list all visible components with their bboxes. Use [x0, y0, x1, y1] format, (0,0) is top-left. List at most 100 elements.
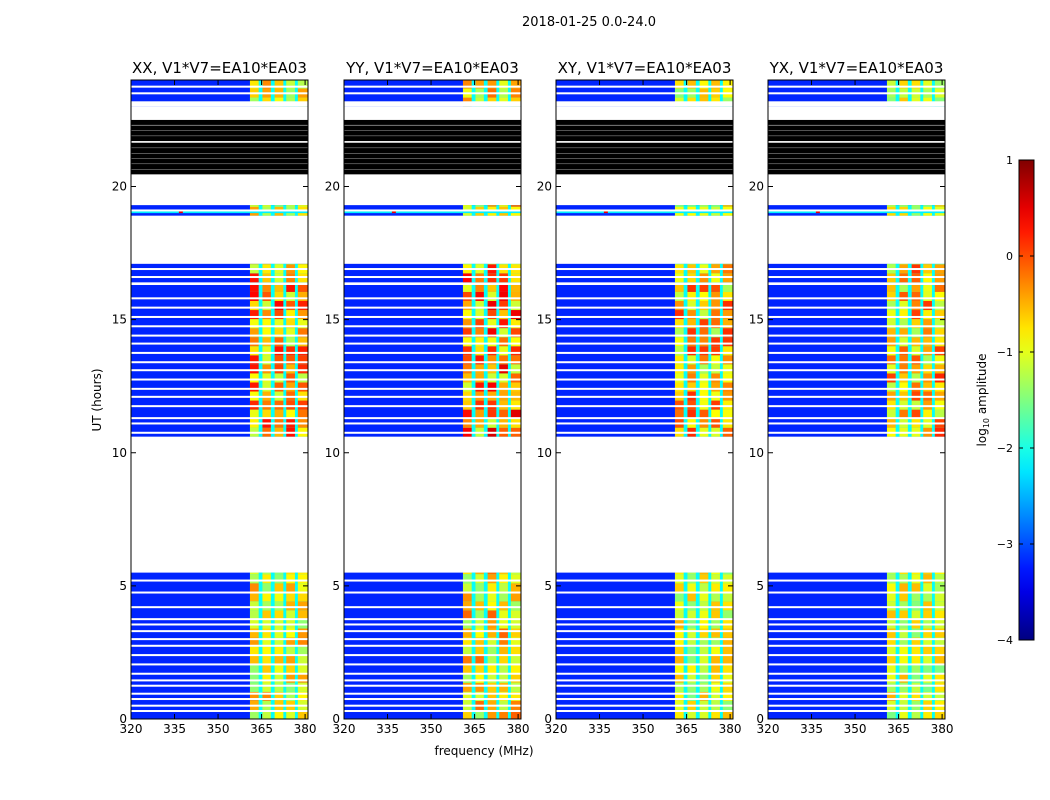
rfi-tile: [711, 328, 720, 338]
y-tick-label: 15: [325, 313, 340, 327]
rfi-tile: [711, 610, 720, 620]
rfi-tile: [249, 592, 259, 602]
rfi-tile: [487, 646, 497, 656]
white-gap-line: [768, 351, 945, 354]
x-tick-label: 380: [931, 722, 954, 736]
rfi-tile: [262, 355, 271, 365]
rfi-tile: [462, 592, 472, 602]
white-gap-line: [344, 334, 521, 337]
white-gap-line: [556, 684, 733, 687]
rfi-tile: [249, 285, 259, 292]
rfi-tile: [510, 205, 521, 207]
y-tick-label: 0: [544, 712, 552, 726]
rfi-tile: [297, 583, 308, 593]
rfi-tile: [674, 291, 684, 301]
rfi-tile: [262, 205, 271, 207]
rfi-tile: [911, 572, 921, 575]
rfi-tile: [487, 601, 497, 611]
white-gap-line: [556, 405, 733, 408]
rfi-tile: [462, 709, 472, 719]
rfi-tile: [699, 691, 709, 701]
rfi-tile: [262, 655, 271, 665]
rfi-tile: [699, 664, 709, 674]
rfi-tile: [886, 319, 896, 329]
x-tick-label: 380: [507, 722, 530, 736]
rfi-tile: [674, 285, 684, 292]
rfi-tile: [722, 592, 733, 602]
rfi-tile: [899, 346, 908, 356]
white-gap-line: [344, 92, 521, 95]
white-gap-line: [131, 351, 308, 354]
white-gap-line: [344, 692, 521, 695]
rfi-tile: [934, 646, 945, 656]
white-gap-line: [556, 422, 733, 425]
white-gap-line: [344, 342, 521, 345]
rfi-tile: [274, 646, 284, 656]
rfi-tile: [687, 655, 696, 665]
rfi-tile: [711, 583, 720, 593]
rfi-tile: [297, 337, 308, 347]
rfi-tile: [499, 291, 508, 301]
rfi-tile: [911, 583, 921, 593]
rfi-tile: [274, 310, 284, 320]
x-tick-label: 320: [333, 722, 356, 736]
rfi-tile: [499, 673, 508, 683]
rfi-tile: [674, 319, 684, 329]
rfi-tile: [510, 382, 521, 392]
rfi-tile: [499, 691, 508, 701]
rfi-tile: [297, 205, 308, 207]
white-gap-line: [131, 417, 308, 420]
rfi-tile: [711, 664, 720, 674]
rfi-tile: [687, 285, 696, 292]
rfi-tile: [934, 337, 945, 347]
rfi-tile: [262, 300, 271, 311]
rfi-tile: [249, 310, 259, 320]
rfi-tile: [934, 300, 945, 311]
white-gap-line: [768, 431, 945, 434]
rfi-tile: [886, 300, 896, 311]
rfi-tile: [911, 610, 921, 620]
rfi-tile: [687, 300, 696, 311]
rfi-tile: [274, 592, 284, 602]
white-gap-line: [131, 92, 308, 95]
white-gap-line: [556, 92, 733, 95]
white-gap-line: [344, 618, 521, 621]
rfi-tile: [687, 664, 696, 674]
rfi-tile: [934, 637, 945, 647]
rfi-tile: [487, 263, 497, 265]
white-gap-line: [556, 663, 733, 666]
rfi-tile: [711, 646, 720, 656]
rfi-tile: [722, 263, 733, 265]
y-tick-label: 10: [749, 446, 764, 460]
rfi-tile: [249, 364, 259, 374]
white-gap-line: [131, 692, 308, 695]
white-gap-line: [131, 591, 308, 594]
rfi-tile: [274, 610, 284, 620]
colorbar-tick-label: −4: [997, 634, 1013, 647]
rfi-tile: [687, 337, 696, 347]
rfi-tile: [487, 664, 497, 674]
rfi-tile: [475, 682, 484, 692]
rfi-tile: [510, 355, 521, 365]
rfi-tile: [934, 80, 945, 89]
rfi-tile: [699, 285, 709, 292]
flagged-block-2: [344, 215, 521, 264]
rfi-tile: [722, 601, 733, 611]
rfi-tile: [510, 592, 521, 602]
y-tick-label: 5: [756, 579, 764, 593]
rfi-tile: [934, 709, 945, 719]
colorbar-tick-label: −1: [997, 346, 1013, 359]
rfi-tile: [699, 628, 709, 638]
rfi-tile: [297, 291, 308, 301]
rfi-tile: [249, 583, 259, 593]
rfi-tile: [674, 373, 684, 383]
rfi-tile: [899, 337, 908, 347]
x-tick-label: 350: [844, 722, 867, 736]
rfi-tile: [911, 592, 921, 602]
rfi-tile: [286, 592, 295, 602]
white-gap-line: [768, 679, 945, 682]
white-gap-line: [344, 684, 521, 687]
panel-frame: [130, 79, 309, 720]
white-gap-line: [131, 684, 308, 687]
rfi-tile: [487, 673, 497, 683]
